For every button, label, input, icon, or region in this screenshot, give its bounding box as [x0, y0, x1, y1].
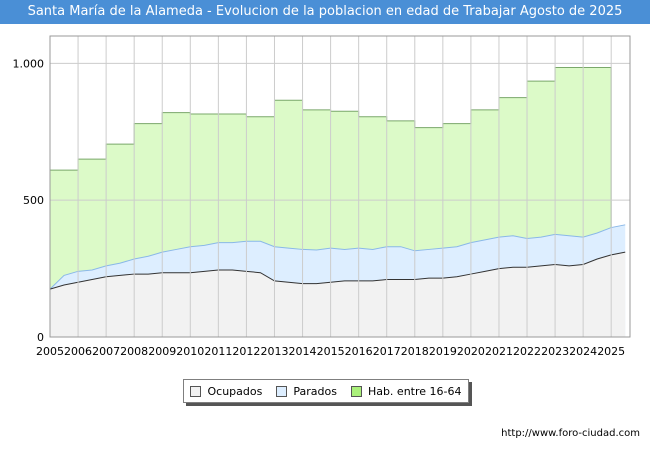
legend-swatch-hab: [350, 385, 362, 397]
legend-label-ocupados: Ocupados: [207, 384, 263, 398]
x-tick-label: 2014: [289, 345, 317, 358]
x-tick-label: 2016: [345, 345, 373, 358]
x-tick-label: 2022: [513, 345, 541, 358]
source-link[interactable]: http://www.foro-ciudad.com: [501, 428, 640, 439]
x-tick-label: 2007: [92, 345, 120, 358]
x-tick-label: 2006: [64, 345, 92, 358]
x-tick-label: 2021: [485, 345, 513, 358]
x-tick-label: 2023: [541, 345, 569, 358]
legend-label-parados: Parados: [293, 384, 337, 398]
x-tick-label: 2015: [317, 345, 345, 358]
x-tick-label: 2025: [597, 345, 625, 358]
legend-swatch-ocupados: [190, 385, 202, 397]
x-tick-label: 2010: [176, 345, 204, 358]
x-tick-label: 2011: [204, 345, 232, 358]
legend-swatch-parados: [276, 385, 288, 397]
legend-item-parados: Parados: [276, 385, 337, 398]
y-tick-label: 0: [37, 331, 44, 344]
x-tick-label: 2013: [260, 345, 288, 358]
x-tick-label: 2012: [232, 345, 260, 358]
y-tick-label: 500: [23, 194, 44, 207]
x-tick-label: 2008: [120, 345, 148, 358]
x-tick-label: 2005: [36, 345, 64, 358]
x-tick-label: 2020: [457, 345, 485, 358]
y-tick-label: 1.000: [13, 57, 45, 70]
legend-item-ocupados: Ocupados: [190, 385, 262, 398]
plot-border: [49, 35, 631, 338]
series-area-parados-line: [49, 224, 626, 290]
x-tick-label: 2018: [401, 345, 429, 358]
series-area-ocupados: [50, 252, 626, 337]
legend: Ocupados Parados Hab. entre 16-64: [183, 379, 469, 403]
x-tick-label: 2019: [429, 345, 457, 358]
series-area-ocupados-line: [49, 251, 626, 290]
legend-label-hab: Hab. entre 16-64: [367, 384, 462, 398]
x-tick-label: 2009: [148, 345, 176, 358]
x-tick-label: 2017: [373, 345, 401, 358]
legend-item-hab: Hab. entre 16-64: [350, 384, 462, 398]
chart-title: Santa María de la Alameda - Evolucion de…: [0, 0, 650, 24]
x-tick-label: 2024: [569, 345, 597, 358]
